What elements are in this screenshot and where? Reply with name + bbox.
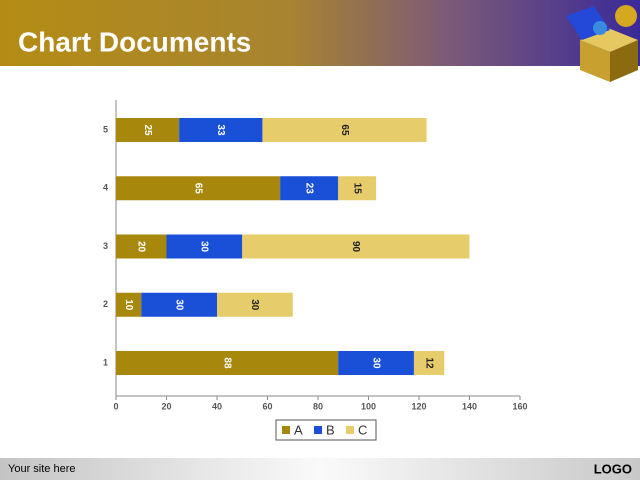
- x-tick-label: 160: [512, 401, 527, 411]
- y-tick-label: 3: [103, 241, 108, 251]
- legend-swatch: [314, 426, 322, 434]
- legend-box: [275, 419, 377, 441]
- legend-label: A: [294, 422, 303, 437]
- data-label: 30: [173, 299, 184, 311]
- bar-segment: [166, 234, 243, 259]
- x-tick-label: 100: [361, 401, 376, 411]
- x-tick-label: 40: [212, 401, 222, 411]
- x-tick-label: 20: [161, 401, 171, 411]
- bar-segment: [116, 118, 180, 142]
- bar-segment: [116, 234, 167, 259]
- cube-icon: [566, 5, 638, 82]
- data-label: 15: [351, 183, 362, 195]
- legend-swatch: [282, 426, 290, 434]
- data-label: 65: [339, 124, 350, 136]
- y-tick-label: 4: [103, 183, 108, 193]
- x-tick-label: 120: [411, 401, 426, 411]
- data-label: 25: [142, 124, 153, 136]
- bar-segment: [338, 176, 377, 201]
- bar-segment: [116, 176, 281, 201]
- data-label: 90: [350, 241, 361, 253]
- data-label: 65: [192, 183, 203, 195]
- y-tick-label: 2: [103, 299, 108, 309]
- legend-label: B: [326, 422, 335, 437]
- slide-title: Chart Documents: [18, 26, 251, 57]
- x-tick-label: 0: [113, 401, 118, 411]
- footer-logo: LOGO: [594, 461, 632, 476]
- bar-segment: [179, 118, 263, 142]
- data-label: 33: [215, 124, 226, 136]
- bar-segment: [280, 176, 339, 201]
- bar-segment: [116, 351, 339, 375]
- y-tick-label: 1: [103, 357, 108, 367]
- legend-label: C: [358, 422, 367, 437]
- bar-segment: [338, 351, 414, 375]
- bar-segment: [116, 292, 142, 317]
- data-label: 88: [221, 357, 232, 369]
- footer-band: [0, 458, 640, 480]
- data-label: 30: [199, 241, 210, 253]
- data-label: 23: [304, 183, 315, 195]
- data-label: 30: [370, 357, 381, 369]
- header-band: [0, 0, 640, 66]
- x-tick-label: 80: [313, 401, 323, 411]
- bar-segment: [217, 292, 293, 317]
- y-tick-label: 5: [103, 124, 108, 134]
- legend-swatch: [346, 426, 354, 434]
- bar-segment: [413, 351, 445, 375]
- footer-site: Your site here: [8, 463, 75, 475]
- x-tick-label: 140: [462, 401, 477, 411]
- data-label: 12: [423, 357, 434, 369]
- data-label: 20: [136, 241, 147, 253]
- bar-segment: [141, 292, 217, 317]
- bar-segment: [242, 234, 470, 259]
- bar-segment: [262, 118, 427, 142]
- x-tick-label: 60: [262, 401, 272, 411]
- data-label: 10: [123, 299, 134, 311]
- data-label: 30: [249, 299, 260, 311]
